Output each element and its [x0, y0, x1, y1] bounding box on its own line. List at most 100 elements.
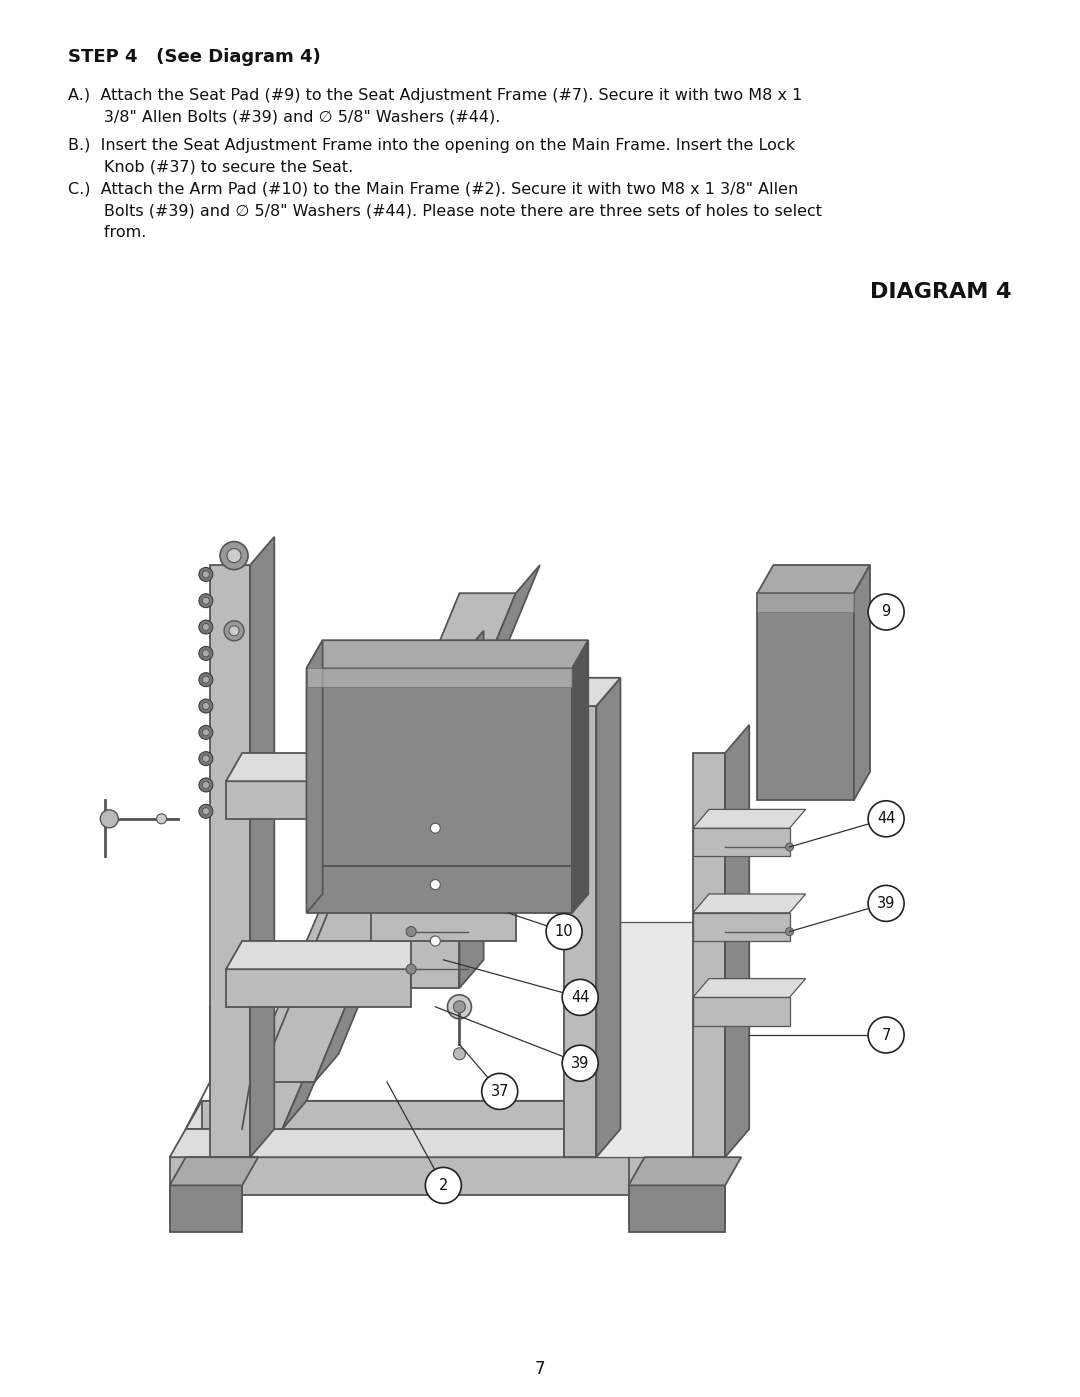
Polygon shape — [693, 912, 789, 942]
Circle shape — [227, 549, 241, 563]
Circle shape — [868, 886, 904, 922]
Circle shape — [430, 823, 441, 833]
Circle shape — [224, 620, 244, 641]
Circle shape — [406, 926, 416, 936]
Circle shape — [100, 810, 119, 828]
Polygon shape — [170, 1129, 258, 1157]
Polygon shape — [307, 866, 572, 912]
Text: 7: 7 — [535, 1361, 545, 1377]
Text: 44: 44 — [877, 812, 895, 826]
Polygon shape — [564, 705, 596, 1157]
Circle shape — [454, 1000, 465, 1013]
Circle shape — [202, 756, 210, 763]
Polygon shape — [186, 1157, 708, 1194]
Polygon shape — [629, 1157, 741, 1186]
Circle shape — [202, 571, 210, 578]
Circle shape — [430, 880, 441, 890]
Polygon shape — [170, 1186, 242, 1232]
Circle shape — [447, 995, 472, 1018]
Text: B.)  Insert the Seat Adjustment Frame into the opening on the Main Frame. Insert: B.) Insert the Seat Adjustment Frame int… — [68, 138, 795, 175]
Text: 44: 44 — [571, 990, 590, 1004]
Polygon shape — [226, 970, 411, 1007]
Polygon shape — [370, 866, 540, 894]
Polygon shape — [596, 678, 620, 1157]
Text: 9: 9 — [881, 605, 891, 619]
Polygon shape — [629, 1129, 741, 1157]
Text: 37: 37 — [490, 1084, 509, 1099]
Polygon shape — [757, 594, 854, 800]
Polygon shape — [693, 979, 806, 997]
Circle shape — [563, 979, 598, 1016]
Polygon shape — [564, 1129, 708, 1157]
Circle shape — [868, 800, 904, 837]
Circle shape — [202, 781, 210, 788]
Circle shape — [454, 1048, 465, 1060]
Circle shape — [482, 1073, 517, 1109]
Polygon shape — [564, 1101, 725, 1129]
Polygon shape — [251, 536, 274, 1157]
Text: DIAGRAM 4: DIAGRAM 4 — [870, 282, 1012, 302]
Circle shape — [157, 814, 166, 824]
Polygon shape — [693, 809, 806, 828]
Circle shape — [199, 778, 213, 792]
Polygon shape — [854, 564, 870, 800]
Text: A.)  Attach the Seat Pad (#9) to the Seat Adjustment Frame (#7). Secure it with : A.) Attach the Seat Pad (#9) to the Seat… — [68, 88, 802, 124]
Polygon shape — [725, 725, 750, 1157]
Polygon shape — [564, 678, 620, 705]
Polygon shape — [226, 942, 428, 970]
Polygon shape — [226, 659, 484, 1129]
Polygon shape — [202, 1101, 669, 1139]
Circle shape — [199, 567, 213, 581]
Circle shape — [229, 626, 239, 636]
Polygon shape — [210, 564, 251, 1157]
Circle shape — [868, 594, 904, 630]
Circle shape — [199, 594, 213, 608]
Circle shape — [199, 725, 213, 739]
Circle shape — [202, 703, 210, 710]
Circle shape — [199, 752, 213, 766]
Circle shape — [202, 807, 210, 814]
Text: 10: 10 — [555, 923, 573, 939]
Circle shape — [199, 698, 213, 712]
Polygon shape — [629, 1157, 725, 1222]
Text: C.)  Attach the Arm Pad (#10) to the Main Frame (#2). Secure it with two M8 x 1 : C.) Attach the Arm Pad (#10) to the Main… — [68, 182, 822, 240]
Text: 2: 2 — [438, 1178, 448, 1193]
Polygon shape — [314, 564, 540, 1083]
Text: 39: 39 — [571, 1056, 590, 1070]
Polygon shape — [226, 753, 428, 781]
Polygon shape — [370, 894, 516, 942]
Circle shape — [785, 928, 794, 936]
Circle shape — [868, 1017, 904, 1053]
Circle shape — [202, 623, 210, 630]
Polygon shape — [307, 668, 572, 866]
Polygon shape — [693, 753, 725, 1157]
Circle shape — [199, 805, 213, 819]
Polygon shape — [629, 1186, 725, 1232]
Polygon shape — [186, 1129, 725, 1157]
Circle shape — [199, 673, 213, 687]
Polygon shape — [757, 564, 870, 594]
Polygon shape — [282, 631, 508, 1129]
Polygon shape — [572, 640, 589, 912]
Circle shape — [563, 1045, 598, 1081]
Circle shape — [220, 542, 248, 570]
Text: 7: 7 — [881, 1028, 891, 1042]
Circle shape — [202, 676, 210, 683]
Circle shape — [785, 842, 794, 851]
Polygon shape — [307, 640, 589, 668]
Circle shape — [430, 936, 441, 946]
Text: 39: 39 — [877, 895, 895, 911]
Polygon shape — [170, 1157, 258, 1186]
Polygon shape — [411, 659, 459, 988]
Polygon shape — [186, 1101, 708, 1129]
Polygon shape — [757, 594, 854, 612]
Circle shape — [199, 647, 213, 661]
Polygon shape — [170, 1157, 242, 1222]
Polygon shape — [564, 922, 693, 1157]
Polygon shape — [258, 594, 516, 1083]
Circle shape — [199, 620, 213, 634]
Circle shape — [406, 964, 416, 974]
Circle shape — [426, 1168, 461, 1203]
Circle shape — [202, 729, 210, 736]
Circle shape — [202, 650, 210, 657]
